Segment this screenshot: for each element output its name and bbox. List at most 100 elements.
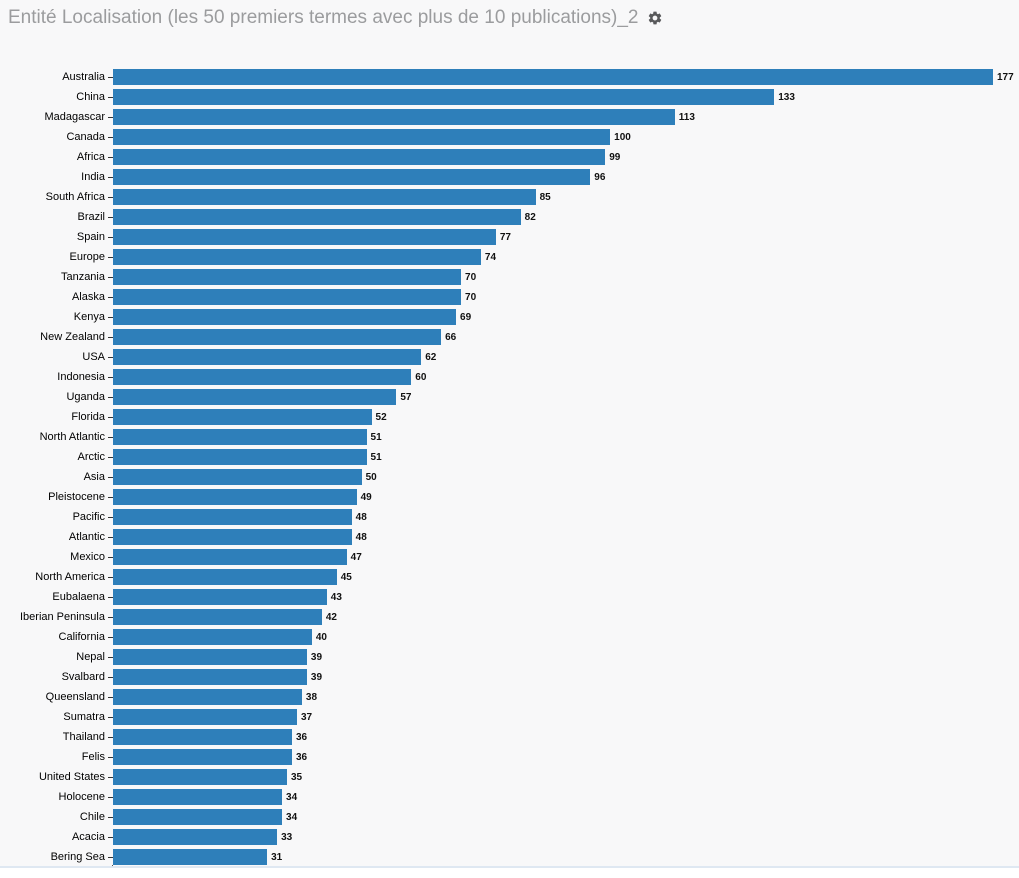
bar[interactable] [113,309,457,325]
bar[interactable] [113,329,442,345]
bar-row: Atlantic 48 [0,527,1019,547]
category-label: New Zealand [40,331,105,343]
bar[interactable] [113,129,611,145]
category-label: Tanzania [60,271,105,283]
bar[interactable] [113,69,993,85]
category-label: Svalbard [61,671,105,683]
category-label: Pacific [72,511,105,523]
bar-cell: 48 [113,527,1019,547]
gear-icon[interactable] [647,10,663,26]
bar[interactable] [113,729,292,745]
bar-cell: 49 [113,487,1019,507]
bar-row: Uganda 57 [0,387,1019,407]
bar[interactable] [113,669,307,685]
bar[interactable] [113,389,397,405]
value-label: 51 [370,431,382,443]
category-label: Felis [81,751,105,763]
axis-tick [108,576,113,578]
bar[interactable] [113,589,327,605]
axis-tick [108,316,113,318]
bar-row: Indonesia 60 [0,367,1019,387]
axis-tick [108,636,113,638]
bar[interactable] [113,229,496,245]
bar-cell: 39 [113,647,1019,667]
category-label: North America [35,571,105,583]
bar[interactable] [113,409,372,425]
bar[interactable] [113,469,362,485]
bar[interactable] [113,609,322,625]
bar[interactable] [113,89,775,105]
bar-row: Mexico 47 [0,547,1019,567]
category-label: California [58,631,105,643]
bar[interactable] [113,849,268,865]
axis-tick [108,356,113,358]
value-label: 60 [415,371,427,383]
bar-row: North America 45 [0,567,1019,587]
bar[interactable] [113,149,606,165]
bar[interactable] [113,369,412,385]
bar-cell: 45 [113,567,1019,587]
axis-tick [108,176,113,178]
bar-cell: 35 [113,767,1019,787]
bar[interactable] [113,709,297,725]
bar-cell: 57 [113,387,1019,407]
value-label: 100 [614,131,631,143]
value-label: 96 [594,171,606,183]
bar[interactable] [113,649,307,665]
bar-row: Canada 100 [0,127,1019,147]
bar[interactable] [113,209,521,225]
bar[interactable] [113,489,357,505]
axis-tick [108,436,113,438]
bar-cell: 77 [113,227,1019,247]
bar[interactable] [113,509,352,525]
axis-tick [108,776,113,778]
bar-cell: 31 [113,847,1019,866]
bar[interactable] [113,829,278,845]
bar[interactable] [113,569,337,585]
bar[interactable] [113,289,462,305]
bar[interactable] [113,269,462,285]
bar-row: Madagascar 113 [0,107,1019,127]
bar[interactable] [113,629,312,645]
bar[interactable] [113,189,536,205]
bar-row: USA 62 [0,347,1019,367]
value-label: 47 [350,551,362,563]
chart-header: Entité Localisation (les 50 premiers ter… [0,0,1019,40]
bar[interactable] [113,549,347,565]
axis-tick [108,616,113,618]
axis-tick [108,596,113,598]
bar[interactable] [113,769,287,785]
bar[interactable] [113,789,283,805]
bar[interactable] [113,109,675,125]
bar-cell: 85 [113,187,1019,207]
bar[interactable] [113,249,481,265]
bar[interactable] [113,529,352,545]
bar-cell: 62 [113,347,1019,367]
bar[interactable] [113,349,422,365]
axis-tick [108,736,113,738]
value-label: 48 [355,531,367,543]
axis-tick [108,796,113,798]
bar[interactable] [113,169,591,185]
bar-cell: 34 [113,807,1019,827]
value-label: 50 [365,471,377,483]
category-label: North Atlantic [39,431,105,443]
bar-row: Pacific 48 [0,507,1019,527]
bar-row: Felis 36 [0,747,1019,767]
value-label: 133 [778,91,795,103]
bar-cell: 33 [113,827,1019,847]
axis-tick [108,196,113,198]
bar[interactable] [113,809,283,825]
axis-tick [108,376,113,378]
bar[interactable] [113,749,292,765]
value-label: 52 [375,411,387,423]
bar[interactable] [113,449,367,465]
bar-cell: 133 [113,87,1019,107]
bar[interactable] [113,429,367,445]
axis-tick [108,236,113,238]
bar[interactable] [113,689,302,705]
category-label: Holocene [58,791,105,803]
bar-row: Brazil 82 [0,207,1019,227]
category-label: Brazil [77,211,105,223]
axis-tick [108,836,113,838]
